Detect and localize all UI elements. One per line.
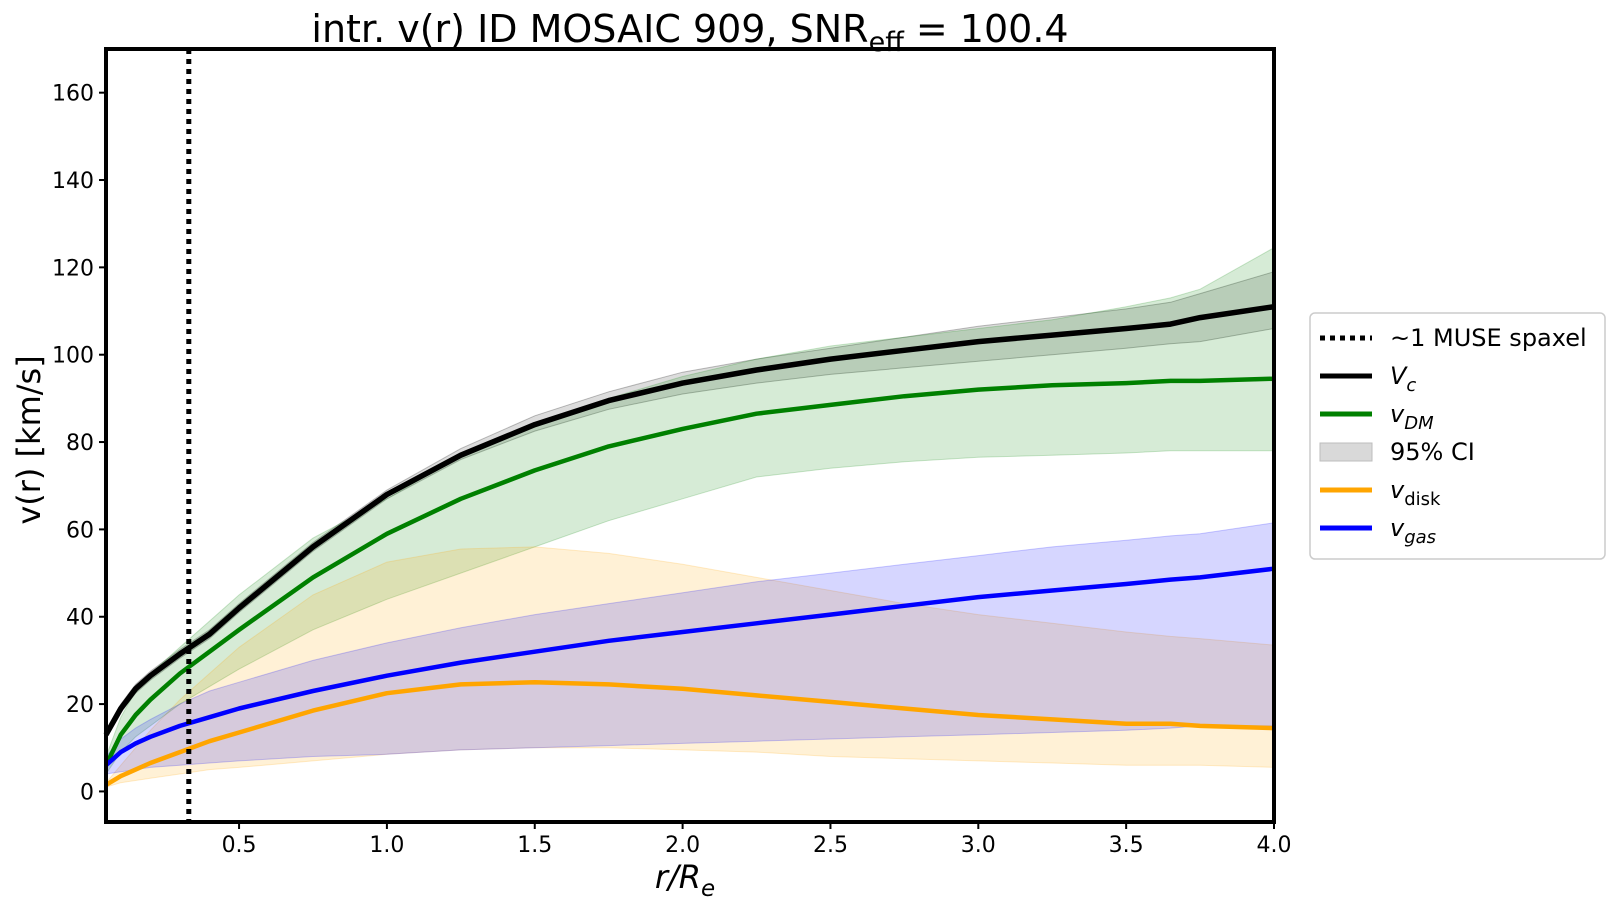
legend-label-v-dm: vDM [1390, 400, 1434, 434]
line-v-disk [104, 679, 1275, 787]
y-tick-label: 160 [52, 82, 94, 107]
legend: ~1 MUSE spaxel Vc vDM 95% CI vdisk vgas [1309, 312, 1606, 560]
line-v-dm [103, 376, 1275, 767]
series-lines [103, 303, 1275, 787]
y-tick-label: 120 [52, 256, 94, 281]
legend-box [1309, 312, 1606, 560]
y-tick-label: 80 [66, 431, 94, 456]
confidence-bands [105, 246, 1275, 788]
y-tick-label: 40 [66, 606, 94, 631]
x-tick-label: 1.5 [517, 833, 552, 858]
x-tick-label: 3.5 [1109, 833, 1144, 858]
x-tick-label: 2.5 [813, 833, 848, 858]
y-axis-ticks: 0 20 40 60 80 100 120 140 160 [52, 82, 106, 805]
x-axis-ticks: 0.5 1.0 1.5 2.0 2.5 3.0 3.5 4.0 [222, 822, 1292, 858]
y-tick-label: 140 [52, 169, 94, 194]
y-tick-label: 20 [66, 693, 94, 718]
y-axis-label: v(r) [km/s] [10, 355, 48, 524]
plot-frame [104, 47, 1276, 824]
legend-swatch-95-ci [1319, 442, 1373, 462]
x-tick-label: 4.0 [1257, 833, 1292, 858]
x-tick-label: 3.0 [961, 833, 996, 858]
line-v-gas [104, 566, 1275, 767]
line-v-c [103, 303, 1275, 737]
x-tick-label: 1.0 [369, 833, 404, 858]
y-tick-label: 0 [80, 780, 94, 805]
legend-label-95-ci: 95% CI [1390, 438, 1475, 466]
legend-label-v-c: Vc [1390, 362, 1416, 396]
chart-title: intr. v(r) ID MOSAIC 909, SNReff = 100.4 [311, 7, 1068, 58]
x-tick-label: 0.5 [222, 833, 257, 858]
x-tick-label: 2.0 [665, 833, 700, 858]
y-tick-label: 100 [52, 344, 94, 369]
legend-label-v-gas: vgas [1390, 514, 1436, 548]
legend-label-1-muse-spaxel: ~1 MUSE spaxel [1390, 324, 1587, 352]
legend-label-v-disk: vdisk [1390, 476, 1441, 510]
y-tick-label: 60 [66, 518, 94, 543]
x-axis-label: r/Re [655, 858, 715, 902]
